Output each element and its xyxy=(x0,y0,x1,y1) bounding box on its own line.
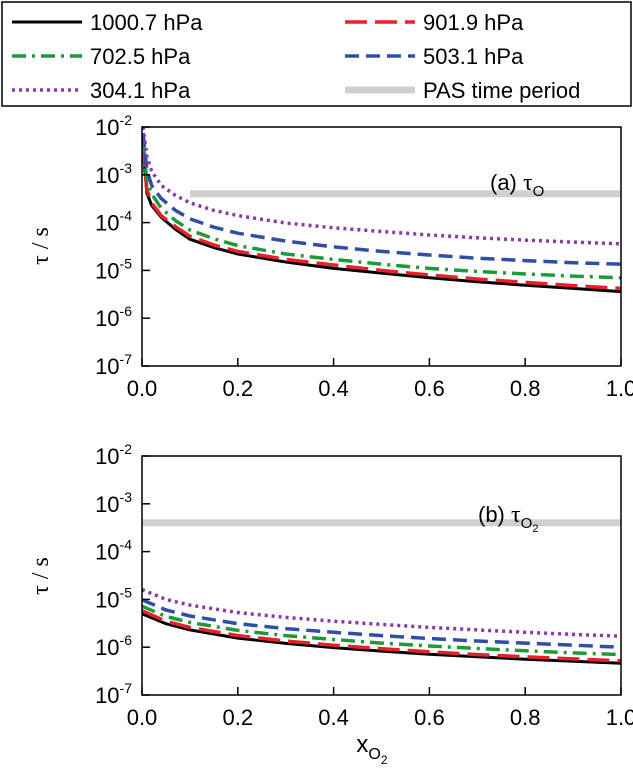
legend-entry: 702.5 hPa xyxy=(12,44,191,69)
panel-b-plot-frame xyxy=(141,455,622,696)
legend-label: 1000.7 hPa xyxy=(90,10,203,35)
x-tick-label: 1.0 xyxy=(606,376,633,401)
series-line-901-9-hpa xyxy=(141,609,622,663)
y-tick-label: 10-5 xyxy=(95,584,132,612)
panel-a-label: (a) τO xyxy=(490,170,544,200)
x-tick-label: 0.8 xyxy=(510,705,541,730)
panel-b-series xyxy=(141,519,622,665)
panel-b-y-ticks: 10-7 10-6 10-5 10-4 10-3 10-2 xyxy=(95,441,150,708)
panel-a-plot-frame xyxy=(141,126,622,367)
panel-b-label: (b) τO2 xyxy=(478,502,538,535)
x-tick-label: 0.6 xyxy=(414,705,445,730)
y-tick-label: 10-3 xyxy=(95,489,132,517)
y-tick-label: 10-7 xyxy=(95,680,132,708)
legend: 1000.7 hPa 901.9 hPa 702.5 hPa 503.1 hPa 304… xyxy=(1,1,632,107)
legend-entry: 503.1 hPa xyxy=(345,44,524,69)
legend-label: 702.5 hPa xyxy=(90,44,191,69)
y-tick-label: 10-4 xyxy=(95,208,132,236)
y-tick-label: 10-5 xyxy=(95,255,132,283)
x-tick-label: 0.8 xyxy=(510,376,541,401)
panel-a-series xyxy=(141,126,622,294)
panel-a-x-ticks: 0.0 0.2 0.4 0.6 0.8 1.0 xyxy=(127,358,633,401)
x-tick-label: 0.2 xyxy=(223,376,254,401)
panel-b-x-ticks: 0.0 0.2 0.4 0.6 0.8 1.0 xyxy=(127,687,633,730)
y-tick-label: 10-6 xyxy=(95,632,132,660)
panel-a: 10-7 10-6 10-5 10-4 10-3 10-2 0.0 0.2 0.4 0.6 0.8… xyxy=(28,112,633,401)
x-tick-label: 0.4 xyxy=(318,705,349,730)
x-tick-label: 1.0 xyxy=(606,705,633,730)
y-tick-label: 10-3 xyxy=(95,160,132,188)
x-tick-label: 0.2 xyxy=(223,705,254,730)
legend-frame xyxy=(1,1,632,107)
y-tick-label: 10-4 xyxy=(95,537,132,565)
x-tick-label: 0.4 xyxy=(318,376,349,401)
series-line-901-9-hpa xyxy=(141,144,622,291)
legend-label: 304.1 hPa xyxy=(90,78,191,103)
series-line-304-1-hpa xyxy=(141,126,622,246)
legend-label: PAS time period xyxy=(423,78,580,103)
x-axis-title: xO2 xyxy=(356,731,387,767)
panel-b-y-axis-title: τ / s xyxy=(28,557,54,595)
y-tick-label: 10-2 xyxy=(95,112,132,140)
series-line-304-1-hpa xyxy=(141,587,622,638)
panel-a-y-axis-title: τ / s xyxy=(28,227,54,265)
series-line-1000-7-hpa xyxy=(141,612,622,665)
panel-a-y-ticks: 10-7 10-6 10-5 10-4 10-3 10-2 xyxy=(95,112,150,379)
series-line-503-1-hpa xyxy=(141,132,622,266)
y-tick-label: 10-2 xyxy=(95,441,132,469)
x-tick-label: 0.0 xyxy=(127,705,158,730)
legend-label: 503.1 hPa xyxy=(423,44,524,69)
legend-entry: 901.9 hPa xyxy=(345,10,524,35)
panel-b: 10-7 10-6 10-5 10-4 10-3 10-2 0.0 0.2 0.4 0.6 0.8… xyxy=(28,441,633,730)
series-line-702-5-hpa xyxy=(141,139,622,280)
series-line-503-1-hpa xyxy=(141,598,622,649)
y-tick-label: 10-7 xyxy=(95,351,132,379)
legend-entry: 304.1 hPa xyxy=(12,78,191,103)
legend-label: 901.9 hPa xyxy=(423,10,524,35)
x-tick-label: 0.6 xyxy=(414,376,445,401)
legend-entry: 1000.7 hPa xyxy=(12,10,203,35)
x-tick-label: 0.0 xyxy=(127,376,158,401)
y-tick-label: 10-6 xyxy=(95,303,132,331)
legend-entry: PAS time period xyxy=(345,78,580,103)
